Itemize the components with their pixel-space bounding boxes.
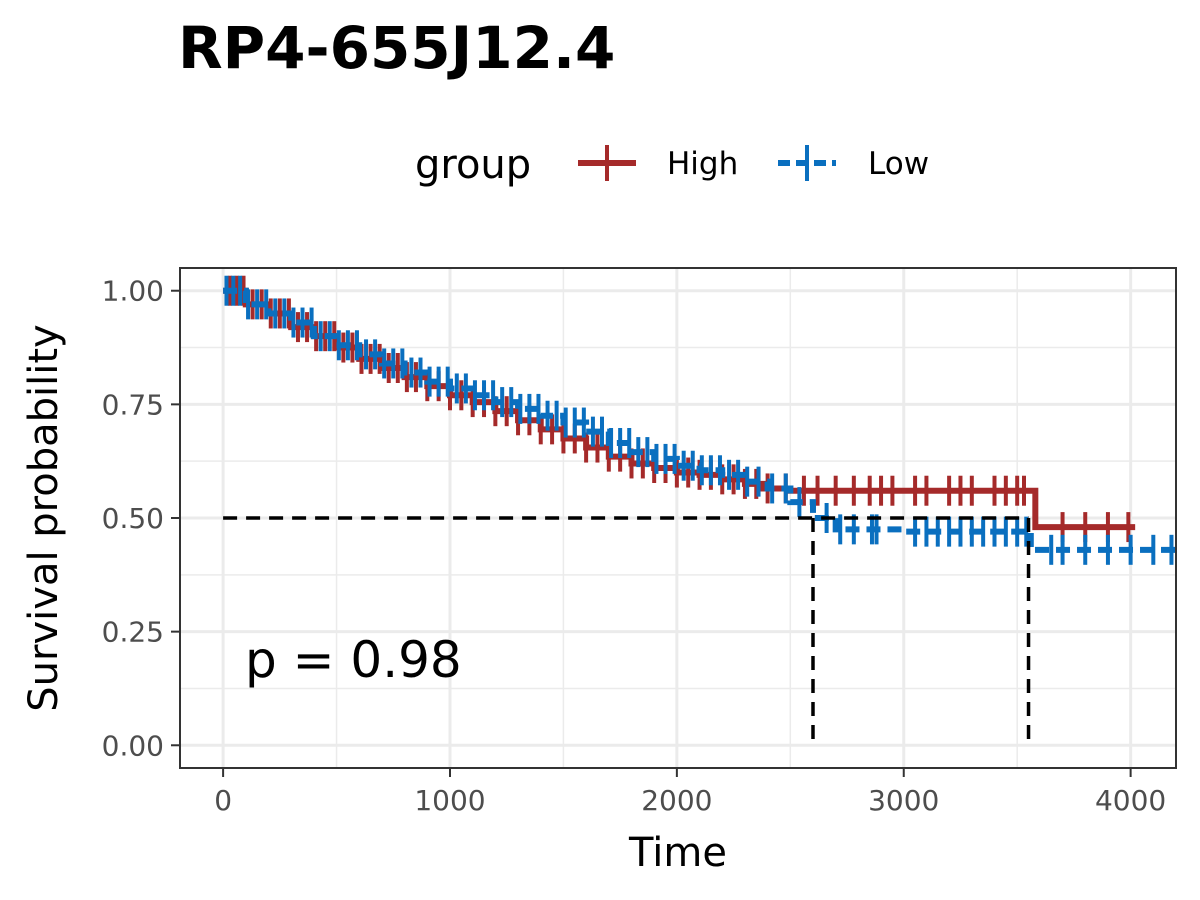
legend-title: group xyxy=(415,142,531,188)
x-tick-label: 4000 xyxy=(1095,784,1166,817)
legend: group High Low xyxy=(415,142,929,188)
y-tick-label: 0.25 xyxy=(102,616,164,649)
p-value-annotation: p = 0.98 xyxy=(245,631,462,689)
y-axis-title: Survival probability xyxy=(21,324,67,711)
median-lines xyxy=(223,516,1031,746)
legend-key-low xyxy=(778,145,836,181)
x-tick-label: 0 xyxy=(214,784,232,817)
y-tick-label: 0.50 xyxy=(102,502,164,535)
survival-curve-low xyxy=(223,287,1176,553)
series-layer xyxy=(223,275,1176,565)
x-axis-ticks: 0 1000 2000 3000 4000 xyxy=(214,768,1166,817)
y-tick-label: 1.00 xyxy=(102,275,164,308)
x-tick-label: 1000 xyxy=(414,784,485,817)
x-tick-label: 3000 xyxy=(868,784,939,817)
legend-key-high xyxy=(578,145,636,181)
y-tick-label: 0.75 xyxy=(102,388,164,421)
x-tick-label: 2000 xyxy=(641,784,712,817)
legend-label-high: High xyxy=(667,146,738,182)
y-tick-label: 0.00 xyxy=(102,729,164,762)
y-axis-ticks: 0.00 0.25 0.50 0.75 1.00 xyxy=(102,275,180,762)
chart-title: RP4-655J12.4 xyxy=(178,14,615,82)
legend-label-low: Low xyxy=(868,146,929,182)
series-low xyxy=(223,275,1176,565)
x-axis-title: Time xyxy=(628,830,727,876)
plot-panel xyxy=(179,267,1177,769)
